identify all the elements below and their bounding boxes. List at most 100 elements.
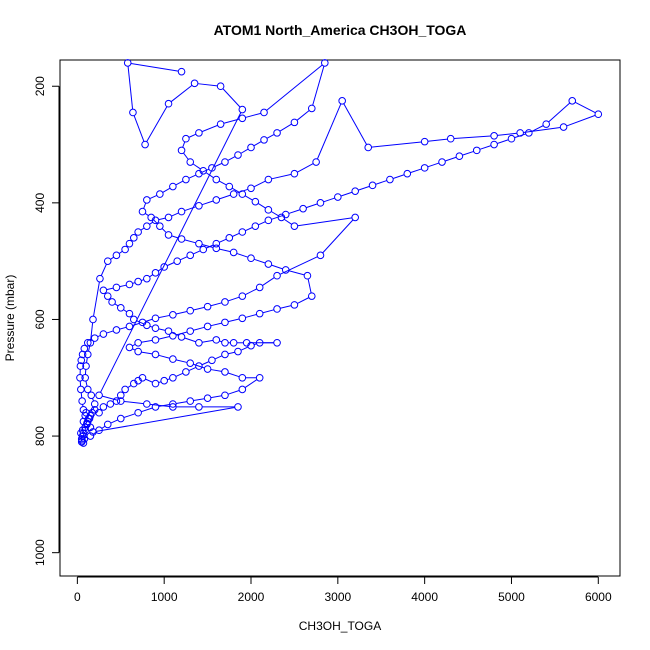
series-line-segment [253, 258, 266, 264]
series-line-segment [228, 351, 235, 355]
data-point [255, 373, 264, 382]
data-point [251, 197, 260, 206]
series-line-segment [392, 174, 405, 179]
chart-title: ATOM1 North_America CH3OH_TOGA [214, 22, 467, 38]
data-point [125, 239, 134, 248]
data-point [238, 105, 247, 114]
data-point [351, 213, 359, 222]
data-point [77, 385, 85, 394]
data-point [151, 269, 160, 277]
data-point [186, 327, 195, 335]
series-line-segment [566, 114, 596, 127]
series-line-segment [201, 168, 210, 173]
series-line-segment [297, 163, 314, 173]
data-point [264, 175, 273, 184]
data-point [525, 129, 533, 137]
series-line-segment [170, 84, 193, 103]
data-point [238, 314, 247, 323]
series-line-segment [227, 390, 240, 395]
series-line-segment [240, 148, 249, 154]
data-point [186, 251, 195, 260]
data-point [106, 400, 115, 408]
data-point [156, 190, 164, 198]
series-line-segment [158, 314, 170, 319]
series-line-segment [136, 320, 145, 325]
series-line-segment [245, 314, 257, 318]
series-line-segment [182, 141, 186, 148]
series-line-segment [132, 322, 140, 326]
series-line-segment [123, 309, 127, 313]
data-point [76, 373, 84, 382]
series-line-segment [188, 133, 197, 138]
data-point [299, 204, 307, 213]
data-point [195, 338, 203, 347]
series-line-segment [307, 278, 312, 294]
data-point [516, 129, 524, 137]
data-point [216, 120, 225, 128]
data-point [273, 271, 281, 280]
series-line-segment [110, 419, 118, 424]
series-line-segment [119, 326, 127, 330]
data-point [507, 134, 516, 143]
y-tick-label: 1000 [33, 539, 47, 566]
series-line-segment [145, 318, 153, 322]
data-point [186, 158, 195, 166]
series-line-segment [202, 339, 214, 343]
series-line-segment [312, 65, 325, 106]
series-line-segment [88, 345, 91, 352]
data-point [234, 403, 242, 411]
series-line-segment [266, 64, 323, 111]
data-point [77, 356, 86, 365]
data-point [177, 235, 186, 243]
data-point [143, 196, 151, 204]
series-line-segment [102, 395, 118, 401]
data-point [169, 355, 177, 363]
data-point [116, 397, 125, 405]
series-line-segment [340, 191, 353, 197]
series-line-segment [175, 180, 184, 186]
series-line-segment [210, 322, 222, 327]
data-point [199, 245, 208, 254]
series-line-segment [574, 101, 596, 114]
series-line-segment [245, 227, 253, 232]
data-point [251, 222, 260, 230]
series-line-segment [497, 139, 509, 144]
series-line-segment [80, 392, 83, 398]
x-tick-label: 6000 [585, 590, 612, 604]
series-line-segment [201, 361, 210, 366]
data-point [169, 182, 177, 191]
data-point [446, 134, 455, 143]
series-line-segment [192, 163, 201, 170]
data-point [290, 301, 299, 309]
data-point [169, 331, 177, 340]
series-line-segment [118, 250, 123, 254]
series-line-segment [306, 203, 318, 209]
data-point [208, 356, 216, 365]
x-tick-label: 5000 [498, 590, 525, 604]
data-point [121, 245, 129, 254]
series-line-segment [158, 217, 166, 221]
data-point [123, 59, 132, 67]
data-point [195, 129, 203, 137]
data-point [156, 222, 164, 230]
data-point [81, 373, 89, 382]
series-line-segment [214, 355, 223, 360]
data-point [129, 108, 137, 117]
data-point [438, 158, 446, 166]
series-line-segment [158, 328, 166, 331]
series-line-segment [201, 244, 214, 248]
data-point [134, 347, 142, 356]
data-point [195, 239, 203, 248]
data-point [147, 213, 155, 222]
series-line-segment [210, 395, 222, 399]
data-point [190, 79, 199, 88]
series-line-segment [288, 209, 301, 214]
data-point [134, 338, 142, 347]
data-point [186, 306, 195, 315]
series-line-segment [531, 125, 544, 132]
data-point [112, 326, 121, 334]
series-line-segment [127, 385, 132, 388]
data-point [203, 365, 212, 373]
data-point [129, 315, 138, 324]
